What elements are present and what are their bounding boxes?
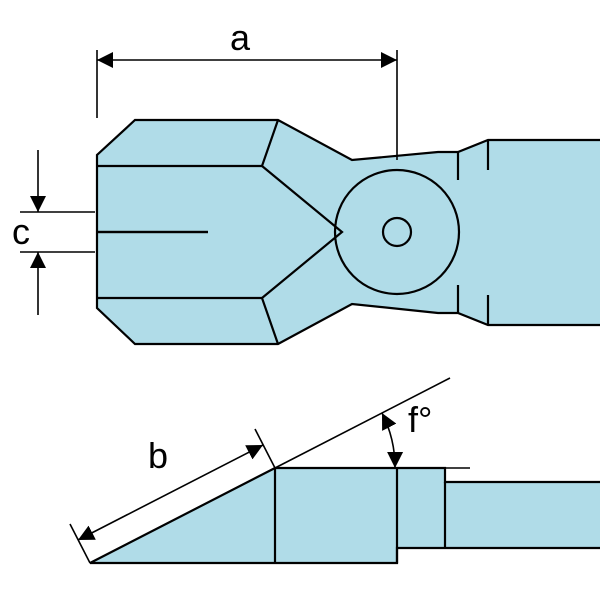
label-b: b — [148, 435, 168, 476]
label-c: c — [12, 211, 30, 252]
top-view — [97, 120, 600, 344]
dimension-diagram: a c b — [0, 0, 600, 600]
dimension-f: f° — [275, 378, 470, 468]
dimension-c: c — [12, 150, 95, 315]
side-body-outline — [90, 468, 600, 563]
label-f: f° — [408, 399, 432, 440]
label-a: a — [230, 17, 251, 58]
side-view — [90, 468, 600, 563]
